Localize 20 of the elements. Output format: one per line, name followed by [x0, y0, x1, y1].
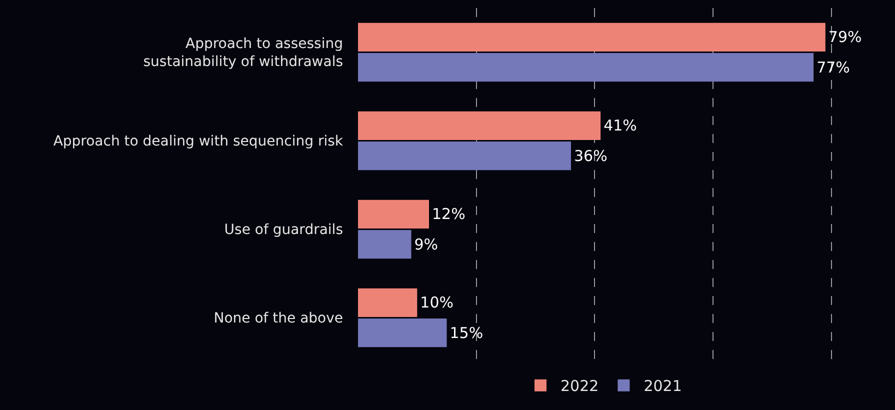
y-tick-label: Use of guardrails [224, 222, 343, 238]
bar [358, 111, 601, 140]
bar [358, 318, 447, 348]
legend-label: 2022 [560, 377, 599, 396]
data-label: 15% [450, 324, 484, 342]
bar [358, 22, 826, 52]
bar [358, 200, 429, 228]
bar [358, 288, 418, 317]
data-label: 79% [828, 28, 862, 46]
data-label: 10% [420, 294, 454, 312]
y-tick-label: Approach to assessing sustainability of withdrawals [143, 36, 343, 70]
y-tick-label: None of the above [214, 310, 343, 327]
legend-label: 2021 [644, 377, 682, 396]
data-label: 9% [414, 235, 438, 254]
y-tick-label: Approach to dealing with sequencing risk [53, 134, 344, 150]
bar [358, 142, 571, 170]
bar [358, 230, 412, 259]
data-label: 12% [432, 205, 466, 224]
bar [358, 53, 814, 82]
data-label: 41% [604, 116, 637, 135]
